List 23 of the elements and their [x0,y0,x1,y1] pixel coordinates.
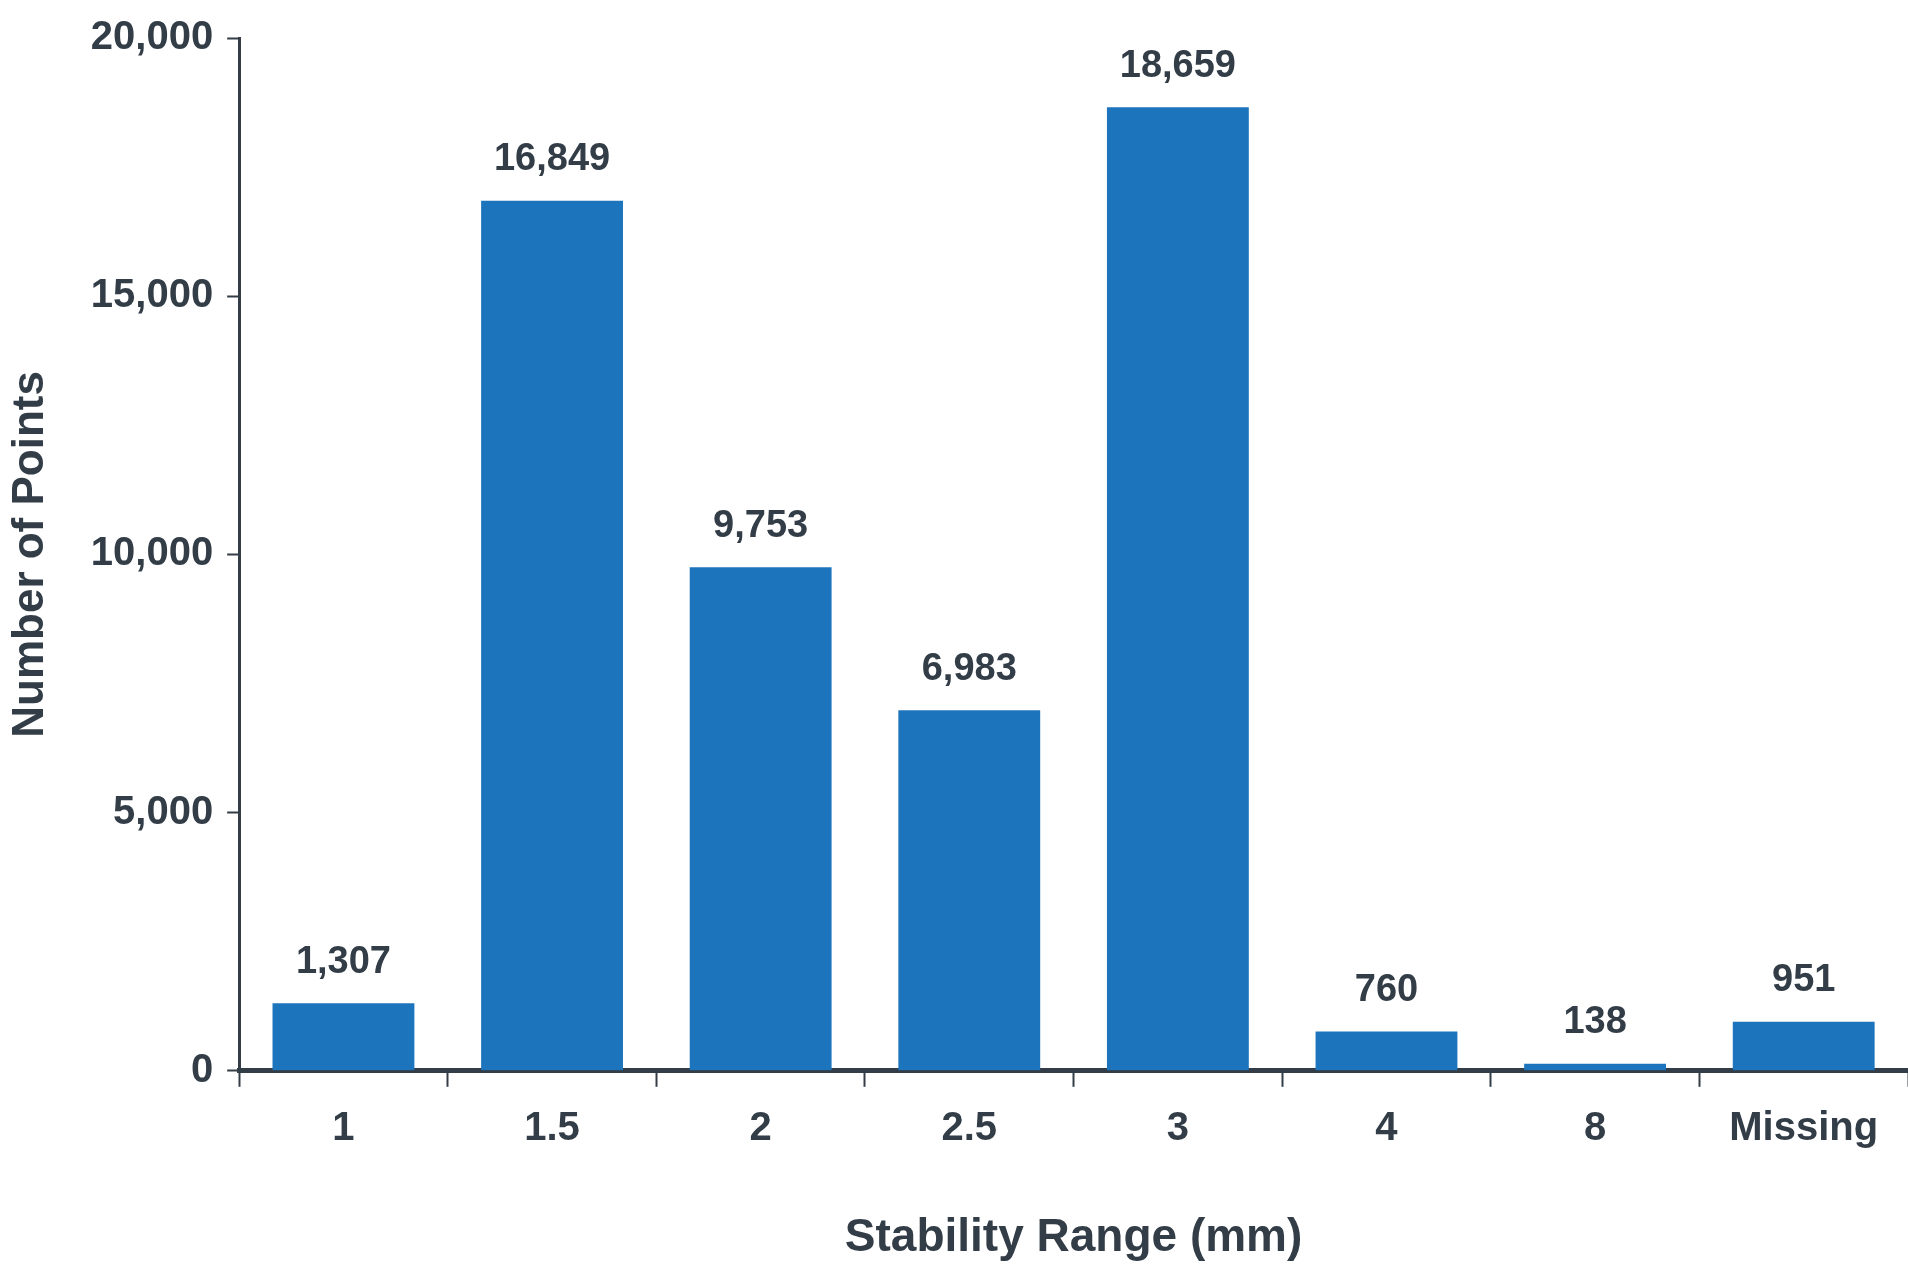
x-tick-label: 2.5 [941,1103,998,1148]
data-label: 1,307 [295,938,391,981]
x-tick-label: 8 [1583,1103,1607,1148]
data-label: 760 [1354,967,1419,1010]
y-axis-title: Number of Points [2,371,52,738]
data-label: 138 [1563,999,1627,1042]
data-label: 6,983 [921,645,1017,688]
x-tick-label: Missing [1729,1103,1879,1148]
data-label: 951 [1771,957,1836,1000]
y-tick-label: 10,000 [90,529,214,574]
y-tick-label: 20,000 [90,13,214,58]
x-axis-title: Stability Range (mm) [844,1209,1303,1262]
x-tick-label: 3 [1166,1103,1189,1148]
y-tick-label: 5,000 [113,787,214,832]
y-tick-label: 0 [190,1045,214,1090]
x-tick-label: 4 [1375,1103,1399,1148]
data-label: 18,659 [1119,42,1236,85]
y-tick-label: 15,000 [90,271,214,316]
x-tick-label: 1.5 [524,1103,580,1148]
x-tick-label: 2 [749,1103,772,1148]
x-tick-label: 1 [332,1103,355,1148]
data-label: 9,753 [713,502,809,545]
data-label: 16,849 [493,136,611,179]
